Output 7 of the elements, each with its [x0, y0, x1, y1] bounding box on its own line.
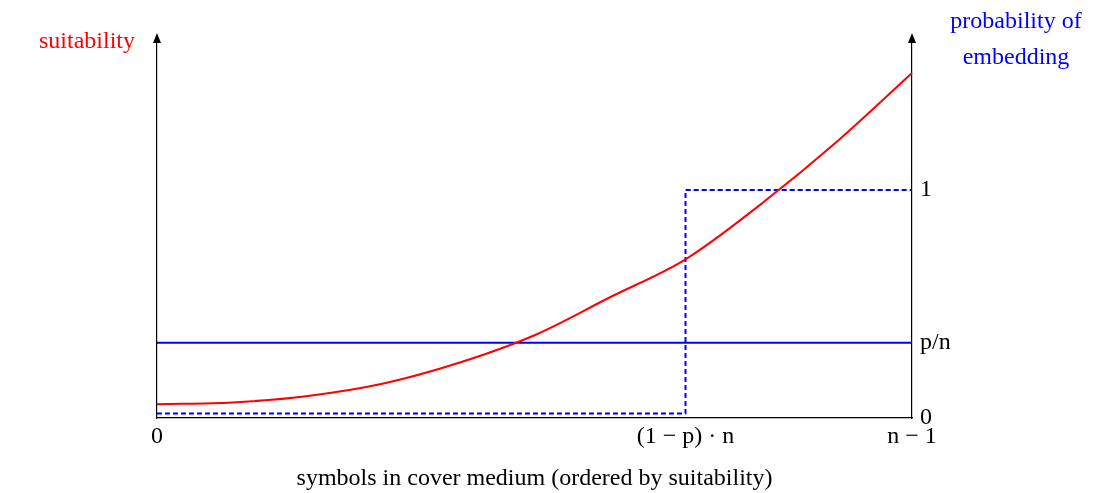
y2-axis-title: probability of embedding: [950, 7, 1082, 70]
y2-tick-label: 1: [920, 175, 932, 202]
x-axis-title: symbols in cover medium (ordered by suitability): [296, 464, 773, 491]
x-tick-label: (1 − p) · n: [636, 421, 735, 448]
y2-tick-label: p/n: [920, 328, 951, 355]
y-axis-title: suitability: [39, 27, 135, 54]
x-tick-label: 0: [151, 421, 163, 448]
